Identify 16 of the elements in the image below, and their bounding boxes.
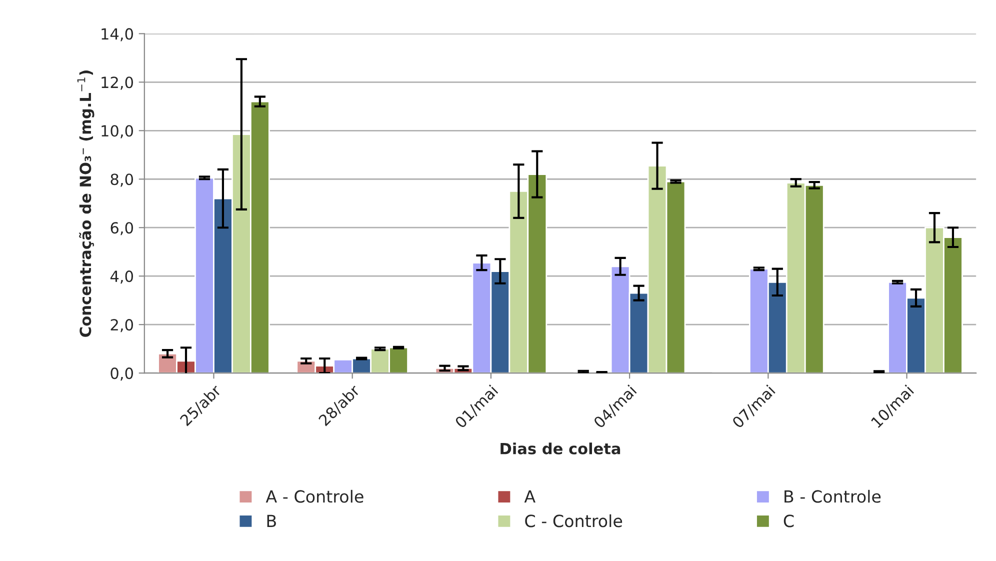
legend-label: B - Controle: [784, 490, 881, 503]
legend-label: A: [524, 490, 536, 503]
y-tick-label: 0,0: [110, 368, 133, 381]
x-axis-title: Dias de coleta: [500, 442, 620, 454]
y-tick-label: 14,0: [102, 28, 133, 42]
legend-label: C - Controle: [525, 514, 622, 528]
y-axis-title: Concentração de NO₃⁻ (mg.L$^{−1}$): [77, 70, 94, 337]
y-tick-label: 4,0: [110, 270, 133, 284]
y-tick-label: 10,0: [102, 125, 133, 138]
legend-label: A - Controle: [266, 490, 364, 503]
y-tick-label: 6,0: [110, 222, 133, 236]
legend-label: C: [784, 514, 794, 528]
y-tick-label: 8,0: [110, 174, 133, 187]
y-tick-label: 12,0: [102, 76, 133, 90]
legend-label: B: [267, 514, 276, 528]
y-tick-label: 2,0: [110, 319, 133, 332]
